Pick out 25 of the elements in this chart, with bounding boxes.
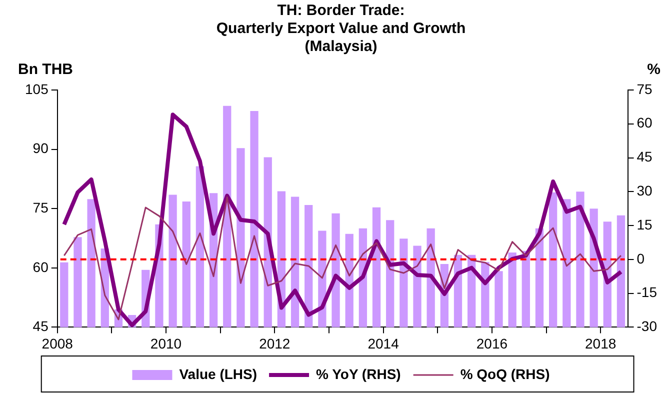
y2-tick-label: 60 <box>636 114 653 131</box>
chart-title: TH: Border Trade: Quarterly Export Value and Growth (Malaysia) <box>216 2 466 56</box>
y2-tick-label: 0 <box>636 250 645 266</box>
y-tick-label: 60 <box>32 258 49 275</box>
y-tick-label: 90 <box>32 140 49 156</box>
x-tick-label: 2016 <box>476 335 508 352</box>
y2-tick-label: -15 <box>636 284 658 300</box>
y-axis-title: Bn THB <box>18 61 74 78</box>
x-tick-label: 2012 <box>259 335 290 352</box>
x-tick-label: 2010 <box>150 335 182 352</box>
x-tick-label: 2008 <box>42 335 74 352</box>
legend-label: Value (LHS) <box>179 366 258 382</box>
x-tick-label: 2014 <box>368 335 400 352</box>
y-tick-label: 75 <box>32 199 49 216</box>
y2-axis-title: % <box>647 61 660 78</box>
y2-tick-label: 75 <box>636 80 653 97</box>
y2-tick-label: 30 <box>636 182 653 199</box>
legend-label: % QoQ (RHS) <box>460 366 550 382</box>
y2-tick-label: -30 <box>636 318 658 334</box>
y-tick-label: 45 <box>32 318 49 334</box>
y-tick-label: 105 <box>25 80 49 97</box>
y2-tick-label: 45 <box>636 148 653 165</box>
y2-tick-label: 15 <box>636 216 653 232</box>
x-tick-label: 2018 <box>585 335 616 352</box>
legend-label: % YoY (RHS) <box>316 366 401 382</box>
